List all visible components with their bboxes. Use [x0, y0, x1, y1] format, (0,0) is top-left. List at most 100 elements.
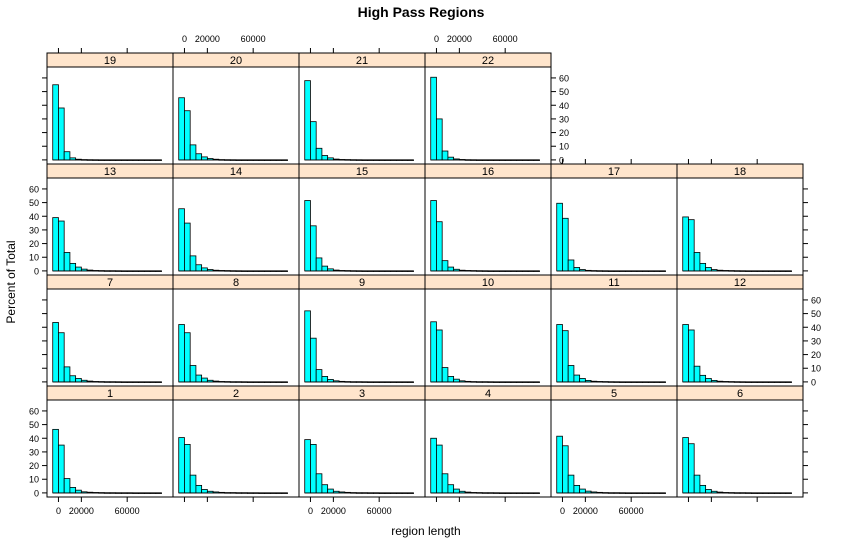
- histogram-bar: [235, 492, 243, 494]
- histogram-bar: [699, 484, 707, 494]
- histogram-bar: [567, 365, 575, 383]
- histogram-bar: [470, 270, 477, 272]
- histogram-bar: [229, 159, 237, 161]
- histogram-bar: [63, 151, 71, 161]
- histogram-bar: [430, 76, 437, 161]
- histogram-bar: [315, 147, 323, 161]
- strip-label: 9: [359, 277, 365, 289]
- x-tick-label: 0: [308, 506, 313, 516]
- histogram-bar: [533, 159, 540, 161]
- histogram-bar: [487, 492, 495, 494]
- histogram-bar: [269, 270, 277, 272]
- histogram-bar: [579, 488, 586, 494]
- histogram-bar: [510, 159, 518, 161]
- histogram-bar: [229, 270, 237, 272]
- histogram-bar: [344, 381, 351, 383]
- histogram-bar: [642, 381, 649, 383]
- histogram-bar: [533, 381, 540, 383]
- histogram-bar: [464, 380, 472, 383]
- strip-label: 14: [230, 166, 242, 178]
- histogram-bar: [504, 381, 512, 383]
- histogram-bar: [602, 270, 609, 272]
- histogram-bar: [75, 489, 82, 494]
- histogram-bar: [430, 200, 437, 272]
- chart-title: High Pass Regions: [358, 4, 485, 20]
- histogram-bar: [201, 377, 208, 383]
- histogram-bar: [189, 365, 197, 383]
- histogram-bar: [562, 445, 569, 494]
- panel-frame: [424, 66, 552, 165]
- histogram-bar: [401, 270, 409, 272]
- histogram-bar: [178, 97, 185, 161]
- histogram-bar: [218, 381, 225, 383]
- histogram-bar: [178, 324, 185, 383]
- histogram-bar: [493, 159, 500, 161]
- histogram-bar: [195, 264, 203, 272]
- histogram-bar: [355, 381, 363, 383]
- histogram-bar: [653, 492, 661, 494]
- histogram-bar: [115, 492, 122, 494]
- histogram-bar: [510, 270, 518, 272]
- histogram-bar: [693, 474, 701, 494]
- histogram-bar: [607, 492, 615, 494]
- histogram-bar: [390, 159, 397, 161]
- histogram-bar: [653, 381, 661, 383]
- histogram-bar: [510, 492, 518, 494]
- histogram-bar: [315, 473, 323, 494]
- histogram-bar: [378, 381, 386, 383]
- histogram-bar: [69, 487, 77, 494]
- histogram-bar: [733, 381, 741, 383]
- histogram-bar: [745, 270, 752, 272]
- histogram-bar: [304, 80, 311, 161]
- histogram-bar: [688, 443, 695, 494]
- x-tick-label: 60000: [619, 506, 644, 516]
- histogram-bar: [195, 374, 203, 383]
- histogram-bar: [567, 259, 575, 272]
- histogram-bar: [527, 492, 535, 494]
- histogram-bar: [458, 269, 466, 272]
- histogram-bar: [350, 492, 357, 494]
- histogram-bar: [361, 270, 369, 272]
- x-tick-label: 20000: [321, 506, 346, 516]
- panel-frame: [676, 399, 804, 498]
- histogram-bar: [224, 492, 231, 494]
- histogram-bar: [745, 492, 752, 494]
- strip-label: 5: [611, 388, 617, 400]
- panel-8: 8: [172, 274, 300, 387]
- histogram-bar: [562, 217, 569, 272]
- histogram-bar: [344, 159, 351, 161]
- histogram-bar: [58, 444, 65, 494]
- histogram-bar: [481, 381, 489, 383]
- histogram-bar: [602, 381, 609, 383]
- histogram-bar: [247, 492, 254, 494]
- histogram-bar: [155, 381, 162, 383]
- histogram-bar: [728, 381, 735, 383]
- histogram-bar: [92, 381, 99, 383]
- y-tick-label: 20: [29, 461, 39, 471]
- histogram-bar: [579, 378, 586, 383]
- histogram-bar: [636, 270, 644, 272]
- histogram-bar: [224, 381, 231, 383]
- histogram-bar: [521, 159, 529, 161]
- histogram-bar: [332, 490, 340, 494]
- strip-label: 15: [356, 166, 368, 178]
- histogram-bar: [103, 270, 111, 272]
- x-tick-label-top: 0: [182, 34, 187, 44]
- x-tick-label: 0: [560, 506, 565, 516]
- histogram-bar: [75, 158, 82, 161]
- histogram-bar: [699, 374, 707, 383]
- histogram-bar: [52, 217, 59, 272]
- histogram-bar: [92, 492, 99, 494]
- histogram-bar: [304, 200, 311, 272]
- histogram-bar: [441, 150, 449, 161]
- histogram-bar: [281, 492, 288, 494]
- histogram-bar: [321, 376, 329, 383]
- histogram-bar: [384, 381, 392, 383]
- histogram-bar: [762, 270, 770, 272]
- histogram-bar: [132, 381, 140, 383]
- histogram-bar: [275, 270, 283, 272]
- panel-19: 19: [42, 48, 174, 165]
- histogram-bar: [562, 330, 569, 383]
- histogram-bar: [533, 270, 540, 272]
- histogram-bar: [80, 491, 88, 494]
